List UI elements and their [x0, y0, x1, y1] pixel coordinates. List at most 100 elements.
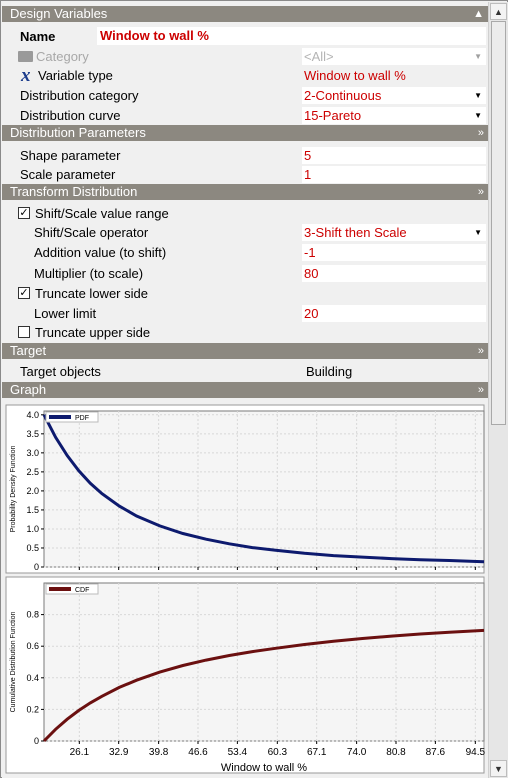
folder-icon — [18, 51, 33, 62]
category-label: Category — [36, 49, 89, 64]
section-design-variables[interactable]: Design Variables ▲ — [2, 6, 488, 22]
y-tick-label: 1.0 — [26, 524, 39, 534]
dropdown-arrow-icon[interactable]: ▼ — [474, 91, 482, 100]
shift-scale-operator-label: Shift/Scale operator — [34, 225, 149, 240]
category-select[interactable]: <All> ▼ — [302, 48, 486, 65]
truncate-upper-row: Truncate upper side — [2, 323, 488, 342]
truncate-upper-checkbox[interactable] — [18, 326, 30, 338]
expand-chevron-icon[interactable]: » — [477, 345, 484, 357]
graph-area: 0 0.5 1.0 1.5 2.0 2.5 3.0 3.5 4.0 PDF Probability … — [2, 399, 488, 778]
vertical-scrollbar[interactable]: ▲ ▼ — [488, 2, 508, 778]
x-tick-label: 67.1 — [307, 747, 327, 758]
lower-limit-field[interactable]: 20 — [302, 305, 486, 322]
shift-scale-operator-value: 3-Shift then Scale — [304, 225, 407, 240]
multiplier-field[interactable]: 80 — [302, 265, 486, 282]
legend-box — [45, 583, 99, 595]
addition-value-label: Addition value (to shift) — [34, 245, 167, 260]
category-row: Category <All> ▼ — [2, 47, 488, 66]
section-graph[interactable]: Graph » — [2, 382, 488, 398]
expand-chevron-icon[interactable]: » — [477, 186, 484, 198]
y-tick-label: 2.5 — [26, 467, 39, 477]
legend-box — [45, 411, 99, 423]
target-objects-label: Target objects — [20, 364, 101, 379]
section-distribution-parameters[interactable]: Distribution Parameters » — [2, 125, 488, 141]
y-tick-label: 0.6 — [26, 641, 39, 651]
y-tick-label: 0.4 — [26, 673, 39, 683]
scroll-down-arrow-icon[interactable]: ▼ — [490, 760, 507, 777]
y-tick-label: 4.0 — [26, 410, 39, 420]
distribution-category-row: Distribution category 2-Continuous ▼ — [2, 86, 488, 105]
shift-scale-checkbox[interactable]: ✓ — [18, 207, 30, 219]
section-title: Distribution Parameters — [10, 125, 146, 140]
y-tick-label: 0.8 — [26, 610, 39, 620]
y-tick-label: 0.5 — [26, 543, 39, 553]
x-tick-label: 32.9 — [109, 747, 129, 758]
distribution-category-label: Distribution category — [20, 88, 139, 103]
x-tick-label: 53.4 — [228, 747, 248, 758]
legend-label: CDF — [75, 587, 89, 594]
distribution-charts: 0 0.5 1.0 1.5 2.0 2.5 3.0 3.5 4.0 PDF Probability … — [5, 404, 486, 774]
distribution-category-select[interactable]: 2-Continuous ▼ — [302, 87, 486, 104]
y-axis-label: Probability Density Function — [10, 446, 17, 533]
x-axis-label: Window to wall % — [221, 762, 307, 774]
expand-chevron-icon[interactable]: » — [477, 127, 484, 139]
x-tick-label: 60.3 — [268, 747, 288, 758]
variable-type-value[interactable]: Window to wall % — [304, 68, 406, 83]
truncate-lower-checkbox[interactable]: ✓ — [18, 287, 30, 299]
shape-parameter-label: Shape parameter — [20, 148, 121, 163]
addition-value-field[interactable]: -1 — [302, 244, 486, 261]
y-tick-label: 0 — [34, 562, 39, 572]
scale-parameter-row: Scale parameter 1 — [2, 165, 488, 184]
name-field[interactable]: Window to wall % — [97, 27, 486, 45]
section-title: Transform Distribution — [10, 184, 138, 199]
y-tick-label: 2.0 — [26, 486, 39, 496]
name-label: Name — [20, 29, 56, 44]
section-target[interactable]: Target » — [2, 343, 488, 359]
dropdown-arrow-icon[interactable]: ▼ — [474, 52, 482, 61]
category-value: <All> — [304, 49, 334, 64]
scroll-up-arrow-icon[interactable]: ▲ — [490, 3, 507, 20]
dropdown-arrow-icon[interactable]: ▼ — [474, 111, 482, 120]
x-tick-label: 74.0 — [347, 747, 367, 758]
y-tick-label: 0.2 — [26, 704, 39, 714]
multiplier-row: Multiplier (to scale) 80 — [2, 264, 488, 283]
scroll-thumb[interactable] — [491, 21, 506, 425]
lower-limit-row: Lower limit 20 — [2, 304, 488, 323]
truncate-lower-label: Truncate lower side — [35, 286, 148, 301]
dropdown-arrow-icon[interactable]: ▼ — [474, 228, 482, 237]
section-title: Graph — [10, 382, 47, 397]
multiplier-label: Multiplier (to scale) — [34, 266, 144, 281]
distribution-curve-row: Distribution curve 15-Pareto ▼ — [2, 106, 488, 125]
scale-parameter-field[interactable]: 1 — [302, 166, 486, 183]
y-tick-label: 0 — [34, 736, 39, 746]
collapse-chevron-icon[interactable]: ▲ — [473, 8, 484, 20]
distribution-curve-value: 15-Pareto — [304, 108, 362, 123]
target-objects-value[interactable]: Building — [306, 364, 353, 379]
target-objects-row: Target objects Building — [2, 362, 488, 381]
legend-label: PDF — [75, 415, 89, 422]
x-tick-label: 39.8 — [149, 747, 169, 758]
shift-scale-label: Shift/Scale value range — [35, 206, 169, 221]
x-tick-label: 87.6 — [426, 747, 446, 758]
section-transform-distribution[interactable]: Transform Distribution » — [2, 184, 488, 200]
x-tick-label: 94.5 — [466, 747, 486, 758]
shape-parameter-field[interactable]: 5 — [302, 147, 486, 164]
truncate-upper-label: Truncate upper side — [35, 325, 151, 340]
name-row: Name Window to wall % — [2, 25, 488, 47]
shift-scale-operator-select[interactable]: 3-Shift then Scale ▼ — [302, 224, 486, 241]
shift-scale-operator-row: Shift/Scale operator 3-Shift then Scale … — [2, 223, 488, 242]
addition-value-row: Addition value (to shift) -1 — [2, 243, 488, 262]
y-tick-label: 1.5 — [26, 505, 39, 515]
distribution-curve-select[interactable]: 15-Pareto ▼ — [302, 107, 486, 124]
section-title: Design Variables — [10, 6, 108, 21]
y-tick-label: 3.0 — [26, 448, 39, 458]
x-variable-icon: x — [21, 65, 31, 86]
plot-area — [43, 582, 485, 742]
expand-chevron-icon[interactable]: » — [477, 384, 484, 396]
plot-area — [43, 410, 485, 568]
distribution-category-value: 2-Continuous — [304, 88, 382, 103]
truncate-lower-row: ✓ Truncate lower side — [2, 284, 488, 303]
section-title: Target — [10, 343, 47, 358]
variable-type-label: Variable type — [38, 68, 113, 83]
